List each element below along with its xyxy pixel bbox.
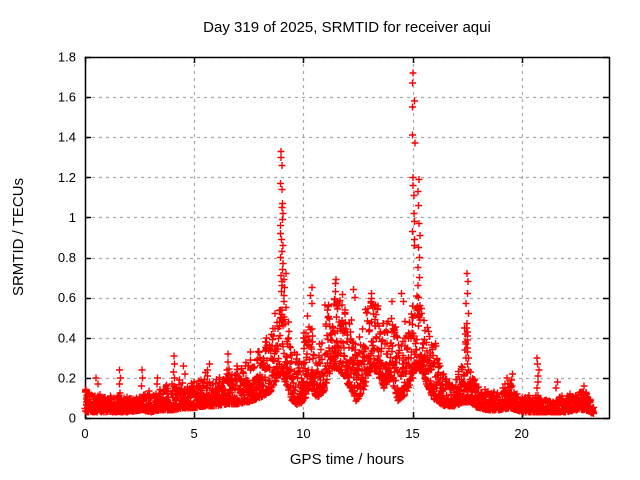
chart-title: Day 319 of 2025, SRMTID for receiver aqu…	[203, 19, 491, 36]
y-tick-label: 0.4	[58, 330, 76, 345]
x-axis-label: GPS time / hours	[289, 451, 405, 468]
y-tick-label: 0.8	[58, 250, 76, 265]
y-tick-label: 1	[69, 210, 76, 225]
y-tick-label: 1.4	[58, 130, 76, 145]
y-tick-label: 0.6	[58, 290, 76, 305]
y-tick-label: 0	[69, 411, 76, 426]
y-tick-label: 1.6	[58, 90, 76, 105]
x-tick-label: 10	[296, 426, 310, 441]
x-tick-label: 20	[514, 426, 528, 441]
y-tick-label: 0.2	[58, 370, 76, 385]
scatter-points-series	[81, 69, 597, 417]
x-tick-label: 5	[191, 426, 198, 441]
y-tick-label: 1.2	[58, 170, 76, 185]
plot-border	[84, 56, 611, 420]
tick-marks	[84, 56, 609, 420]
y-tick-label: 1.8	[58, 50, 76, 65]
x-tick-label: 0	[81, 426, 88, 441]
x-tick-label: 15	[405, 426, 419, 441]
